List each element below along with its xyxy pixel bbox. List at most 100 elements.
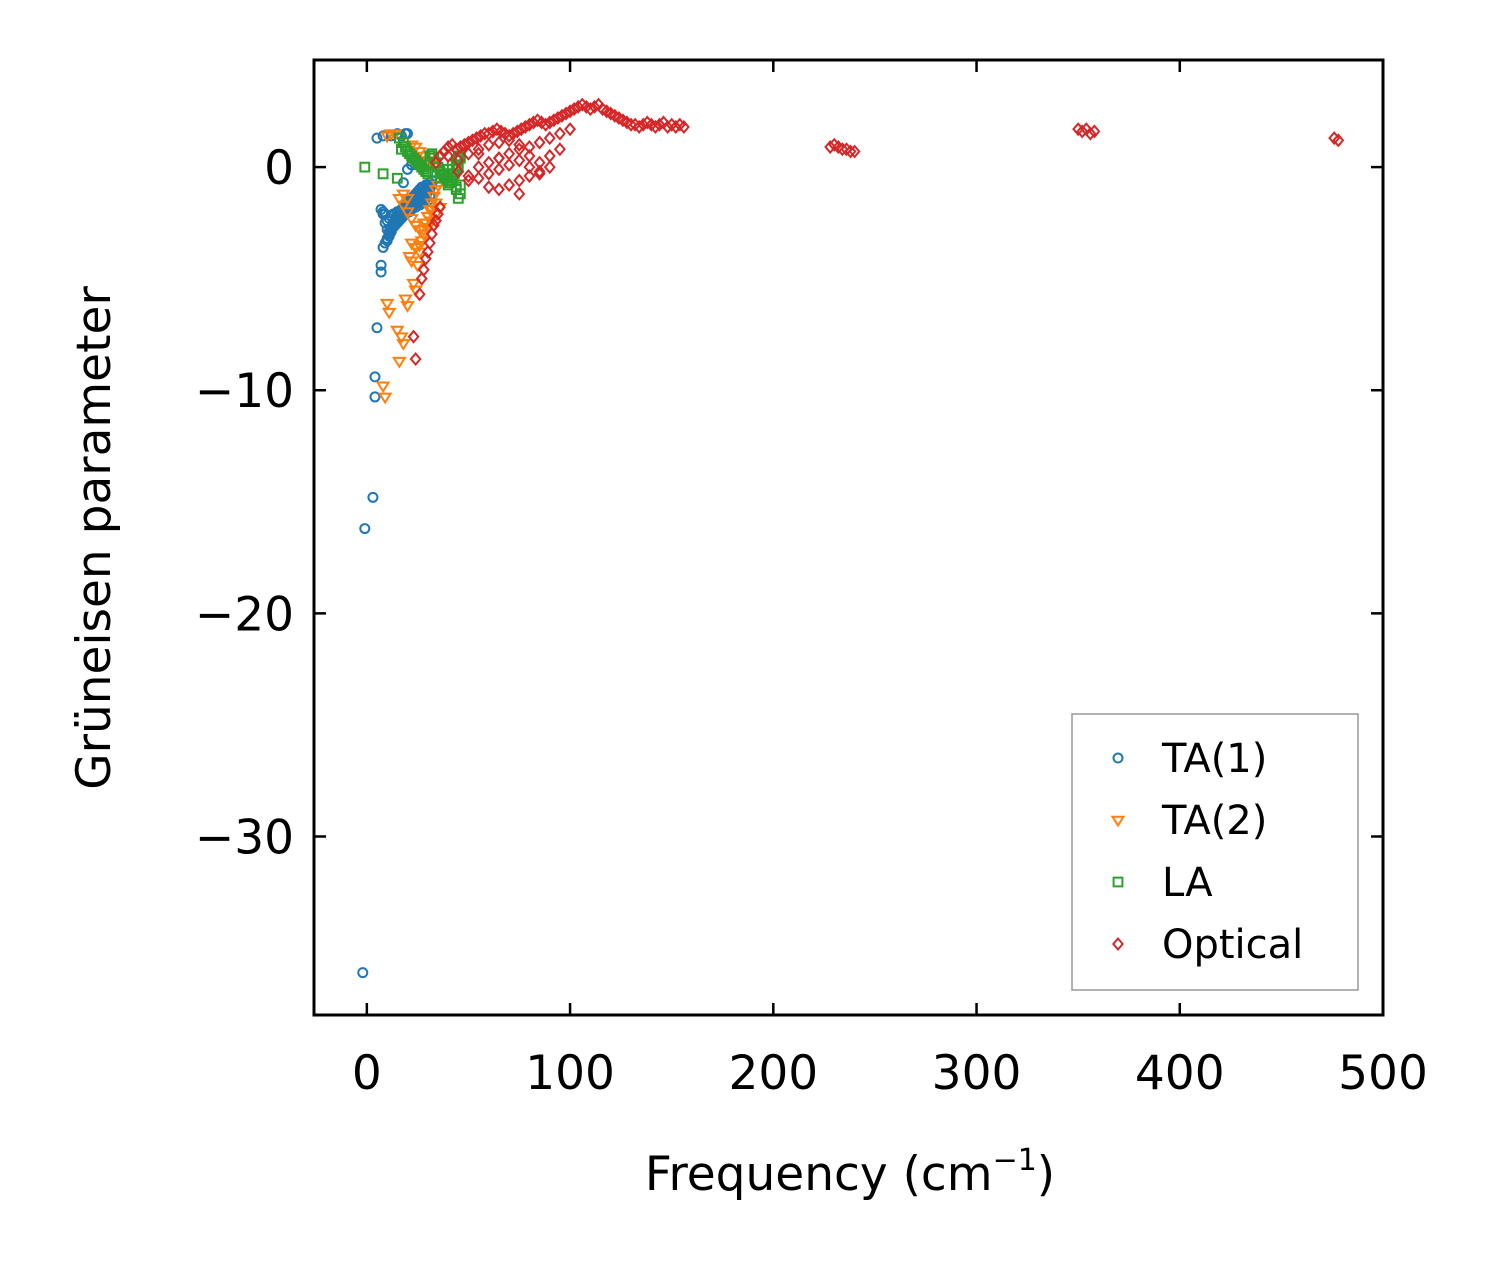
- point-optical: [653, 117, 666, 132]
- point-optical: [568, 102, 581, 117]
- point-la: [442, 163, 454, 175]
- series-optical: [407, 97, 1345, 367]
- point-la: [416, 161, 428, 173]
- point-optical: [425, 226, 438, 242]
- point-optical: [492, 162, 505, 177]
- point-optical: [434, 200, 446, 215]
- point-optical: [442, 139, 455, 155]
- point-optical: [472, 146, 485, 161]
- point-ta-2: [416, 229, 432, 242]
- point-ta-2: [398, 294, 413, 307]
- legend-label-ta-2: TA(2): [1161, 798, 1267, 844]
- point-optical: [543, 131, 556, 146]
- point-ta-1: [369, 371, 381, 383]
- point-optical: [511, 124, 524, 139]
- x-axis-title-end: ): [1037, 1147, 1055, 1202]
- point-optical: [492, 182, 505, 197]
- point-optical: [442, 148, 455, 163]
- legend-entry-ta-2: TA(2): [1110, 798, 1267, 844]
- point-optical: [450, 142, 463, 157]
- legend: TA(1) TA(2) LA Optical: [1071, 713, 1359, 991]
- point-optical: [553, 142, 566, 157]
- point-ta-2: [392, 356, 407, 369]
- point-ta-2: [410, 260, 425, 273]
- point-ta-2: [394, 332, 409, 345]
- legend-box: [1071, 713, 1359, 991]
- point-optical: [523, 168, 536, 184]
- point-optical: [458, 137, 471, 152]
- y-tick-label: −10: [195, 364, 294, 419]
- point-la: [359, 161, 371, 173]
- point-optical: [472, 142, 485, 157]
- y-tick-label: 0: [264, 141, 294, 196]
- point-ta-1: [371, 322, 383, 334]
- point-ta-2: [390, 325, 405, 338]
- point-optical: [482, 180, 495, 195]
- point-optical: [513, 137, 526, 152]
- point-ta-2: [400, 194, 415, 206]
- x-axis-title: Frequency (cm−1): [645, 1143, 1055, 1202]
- point-ta-2: [412, 247, 427, 260]
- point-optical: [434, 148, 446, 163]
- legend-marker-ta-2: [1110, 815, 1126, 828]
- legend-entry-optical: Optical: [1112, 922, 1303, 968]
- point-optical: [462, 146, 475, 161]
- point-optical: [462, 173, 475, 188]
- point-optical: [539, 117, 552, 132]
- legend-label-la: LA: [1162, 860, 1213, 906]
- point-ta-2: [379, 298, 395, 311]
- point-la: [391, 172, 403, 184]
- point-optical: [551, 110, 564, 126]
- x-tick-label: 400: [1135, 1046, 1225, 1101]
- point-optical: [427, 218, 440, 233]
- point-ta-2: [375, 381, 391, 394]
- point-optical: [564, 104, 577, 119]
- point-ta-1: [375, 259, 387, 271]
- point-ta-1: [369, 391, 381, 403]
- point-optical: [564, 122, 577, 137]
- point-optical: [523, 139, 536, 155]
- point-optical: [560, 106, 572, 121]
- x-tick-label: 100: [525, 1046, 615, 1101]
- point-optical: [515, 122, 528, 137]
- point-optical: [584, 102, 597, 117]
- point-optical: [462, 168, 475, 184]
- point-ta-1: [367, 491, 379, 503]
- x-axis-title-exponent: −1: [993, 1143, 1037, 1178]
- point-ta-2: [406, 278, 421, 291]
- point-ta-1: [375, 266, 387, 278]
- point-optical: [527, 115, 540, 130]
- legend-marker-ta-1: [1112, 752, 1124, 764]
- point-optical: [588, 99, 601, 114]
- point-optical: [523, 160, 536, 175]
- point-ta-2: [404, 214, 419, 226]
- point-optical: [844, 144, 857, 159]
- point-ta-2: [377, 392, 393, 405]
- point-la: [418, 163, 430, 175]
- point-ta-1: [424, 181, 436, 193]
- legend-marker-la: [1112, 876, 1124, 888]
- point-optical: [637, 117, 650, 132]
- point-optical: [848, 144, 861, 159]
- point-optical: [1084, 126, 1097, 141]
- y-tick-label: −30: [195, 810, 294, 865]
- point-optical: [421, 244, 434, 259]
- point-ta-2: [420, 223, 436, 235]
- point-optical: [669, 119, 682, 134]
- point-ta-1: [357, 967, 369, 979]
- point-optical: [452, 164, 465, 179]
- point-ta-2: [400, 207, 415, 220]
- point-ta-2: [381, 307, 397, 320]
- point-optical: [633, 119, 646, 134]
- point-optical: [547, 113, 560, 128]
- point-optical: [413, 287, 426, 302]
- point-ta-2: [400, 301, 415, 313]
- point-ta-2: [430, 180, 446, 193]
- x-tick-label: 0: [352, 1046, 382, 1101]
- point-optical: [415, 271, 428, 286]
- point-optical: [836, 142, 849, 157]
- point-optical: [513, 186, 526, 201]
- point-optical: [470, 131, 483, 146]
- point-optical: [649, 119, 662, 134]
- point-optical: [533, 135, 546, 150]
